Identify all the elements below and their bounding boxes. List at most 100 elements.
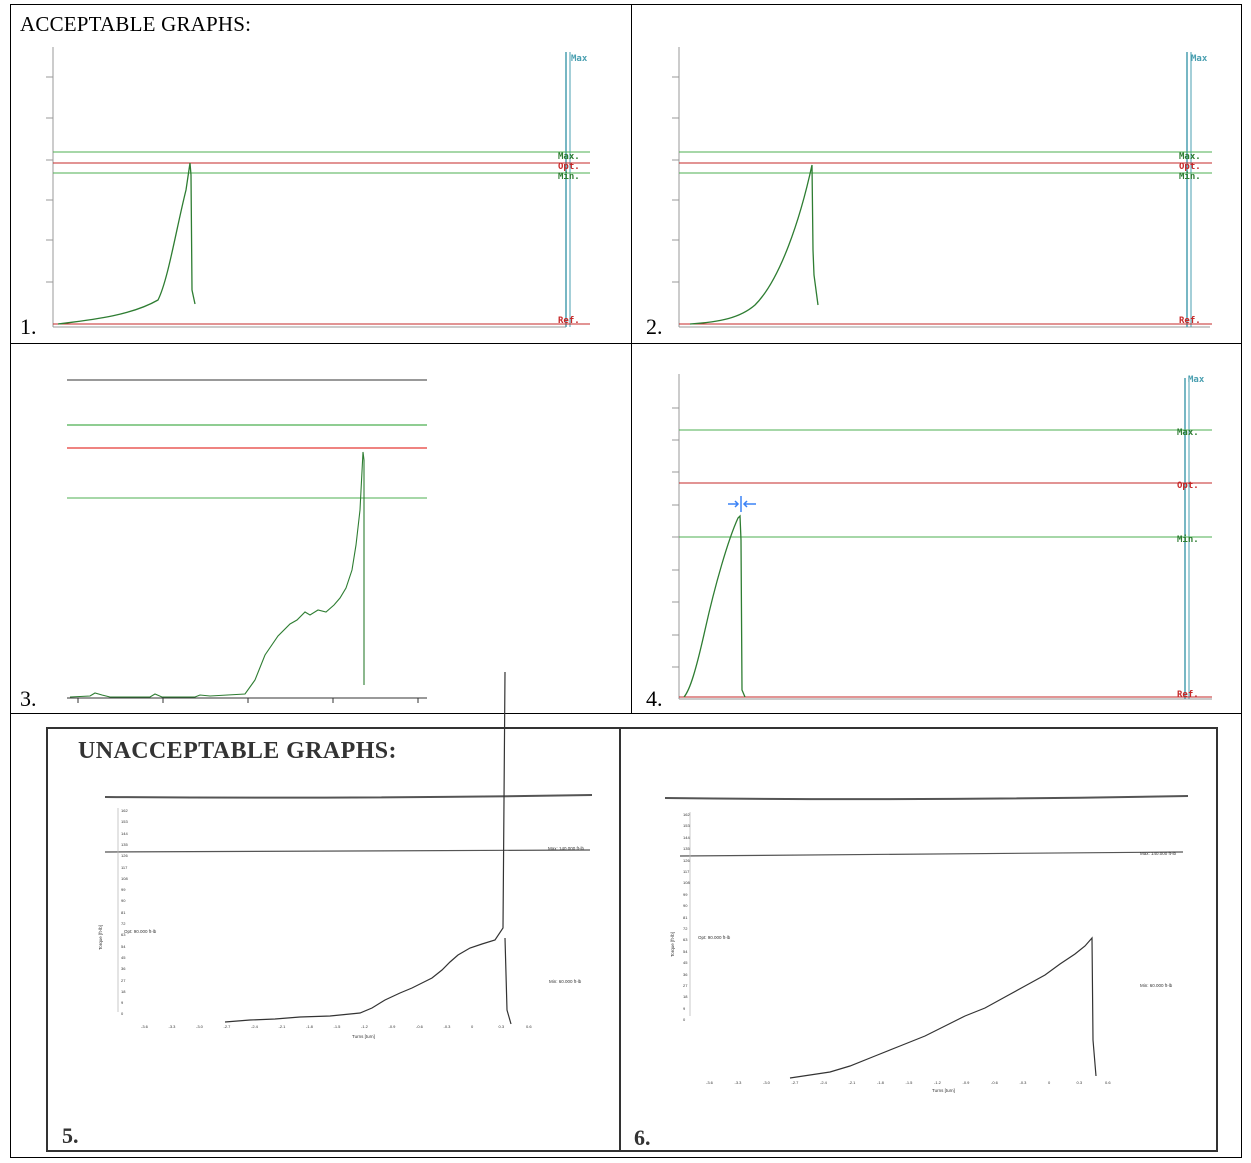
x-tick-label: 0.6 (1105, 1080, 1111, 1085)
x-tick-label: -3.0 (196, 1024, 203, 1029)
x-tick-label: 0.6 (526, 1024, 532, 1029)
graph-3-number: 3. (20, 686, 37, 711)
y-tick-label: 135 (121, 841, 128, 847)
unacceptable-frame (46, 727, 1218, 1152)
y-tick-label: 81 (121, 909, 126, 915)
x-tick-label: -3.3 (168, 1024, 176, 1029)
y-tick-label: 90 (683, 903, 688, 909)
x-tick-label: 0.3 (498, 1024, 505, 1029)
y-tick-label: 36 (121, 966, 126, 972)
graph-1-number: 1. (20, 314, 37, 339)
unacceptable-heading: UNACCEPTABLE GRAPHS: (78, 738, 397, 764)
x-tick-label: 0 (471, 1024, 474, 1029)
y-tick-label: 36 (683, 971, 688, 977)
graph-2-ref-label: Ref. (1179, 316, 1201, 326)
y-tick-label: 108 (683, 880, 690, 886)
x-tick-label: -0.9 (388, 1024, 396, 1029)
graph-6-y-axis-label: Torque [ft-lb] (670, 931, 676, 958)
x-tick-label: -3.3 (734, 1080, 742, 1085)
y-tick-label: 162 (683, 812, 690, 817)
graph-2-min-label: Min. (1179, 172, 1201, 182)
y-tick-label: 27 (683, 983, 688, 988)
y-tick-label: 72 (121, 921, 126, 926)
graph-5-min-label: Min: 60.000 ft-lb (549, 979, 582, 984)
x-tick-label: -2.1 (278, 1024, 286, 1029)
y-tick-label: 99 (683, 891, 688, 897)
y-tick-label: 63 (683, 937, 688, 943)
x-tick-label: -3.0 (763, 1080, 770, 1085)
graph-2-opt-label: Opt. (1179, 162, 1201, 172)
table-divider-vertical (631, 4, 632, 714)
graph-6-x-axis-label: Turns [turn] (932, 1088, 955, 1093)
graph-1-min-label: Min. (558, 172, 580, 182)
x-tick-label: -0.3 (1019, 1080, 1027, 1085)
graph-5-y-axis-label: Torque [ft-lb] (98, 924, 104, 951)
table-divider-row2 (10, 713, 1242, 714)
x-tick-label: -2.7 (223, 1024, 231, 1029)
y-tick-label: 0 (683, 1017, 686, 1023)
x-tick-label: -2.1 (848, 1080, 856, 1085)
graph-2-number: 2. (646, 314, 663, 339)
x-tick-label: -0.6 (416, 1024, 423, 1029)
y-tick-label: 9 (683, 1005, 686, 1011)
graph-4-ref-label: Ref. (1177, 690, 1199, 700)
y-tick-label: 144 (683, 834, 690, 840)
y-tick-label: 0 (121, 1011, 124, 1017)
graph-6-number: 6. (634, 1125, 651, 1150)
y-tick-label: 162 (121, 808, 128, 813)
y-tick-label: 81 (683, 914, 688, 920)
y-tick-label: 144 (121, 830, 128, 836)
graph-4-top-max-label: Max (1188, 375, 1205, 385)
x-tick-label: -1.2 (934, 1080, 941, 1085)
y-tick-label: 72 (683, 926, 688, 931)
x-tick-label: -3.6 (141, 1024, 148, 1029)
graph-2-top-max-label: Max (1191, 54, 1208, 64)
y-tick-label: 117 (121, 864, 128, 870)
x-tick-label: -0.6 (991, 1080, 998, 1085)
graph-1-max-label: Max. (558, 152, 580, 162)
x-tick-label: 0 (1048, 1080, 1051, 1085)
acceptable-heading: ACCEPTABLE GRAPHS: (20, 12, 252, 36)
x-tick-label: -1.2 (361, 1024, 368, 1029)
y-tick-label: 99 (121, 887, 126, 893)
y-tick-label: 18 (683, 994, 688, 1000)
y-tick-label: 108 (121, 875, 128, 881)
graph-1-opt-label: Opt. (558, 162, 580, 172)
y-tick-label: 54 (683, 948, 688, 954)
y-tick-label: 126 (683, 857, 690, 863)
y-tick-label: 18 (121, 988, 126, 994)
graph-4-max-label: Max. (1177, 428, 1199, 438)
x-tick-label: 0.3 (1076, 1080, 1083, 1085)
graph-5-x-axis-label: Turns [turn] (352, 1034, 375, 1039)
graph-4-number: 4. (646, 686, 663, 711)
y-tick-label: 117 (683, 869, 690, 874)
x-tick-label: -2.7 (791, 1080, 799, 1085)
y-tick-label: 135 (683, 846, 690, 852)
graph-5-number: 5. (62, 1123, 79, 1148)
graph-5-max-label: Max: 140.000 ft-lb (548, 846, 585, 851)
y-tick-label: 153 (121, 819, 128, 825)
x-tick-label: -2.4 (820, 1080, 827, 1085)
y-tick-label: 90 (121, 898, 126, 904)
x-tick-label: -0.9 (962, 1080, 970, 1085)
y-tick-label: 9 (121, 1000, 124, 1006)
y-tick-label: 45 (683, 960, 688, 966)
x-tick-label: -1.8 (306, 1024, 313, 1029)
unacceptable-divider (619, 728, 621, 1151)
graph-6-opt-label: Opt: 90.000 ft-lb (698, 935, 731, 940)
graph-4-opt-label: Opt. (1177, 481, 1199, 491)
y-tick-label: 63 (121, 932, 126, 938)
x-tick-label: -0.3 (443, 1024, 451, 1029)
y-tick-label: 27 (121, 977, 126, 983)
y-tick-label: 54 (121, 943, 126, 949)
graph-1-top-max-label: Max (571, 54, 588, 64)
x-tick-label: -3.6 (706, 1080, 713, 1085)
graph-4-min-label: Min. (1177, 535, 1199, 545)
graph-6-min-label: Min: 60.000 ft-lb (1140, 983, 1173, 988)
graph-6-max-label: Max: 140.000 ft-lb (1140, 851, 1177, 856)
graph-2-max-label: Max. (1179, 152, 1201, 162)
x-tick-label: -2.4 (251, 1024, 258, 1029)
x-tick-label: -1.5 (333, 1024, 341, 1029)
y-tick-label: 45 (121, 954, 126, 960)
y-tick-label: 153 (683, 823, 690, 829)
